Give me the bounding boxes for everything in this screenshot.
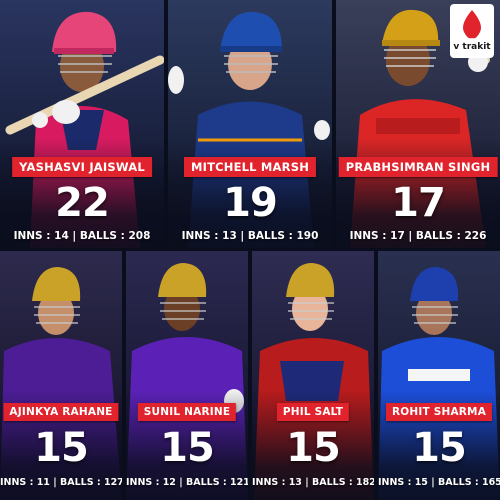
player-name: PHIL SALT xyxy=(276,403,350,421)
player-card: ROHIT SHARMA 15 INNS : 15 | BALLS : 165 xyxy=(378,251,500,500)
player-name: PRABHSIMRAN SINGH xyxy=(338,157,498,177)
card-fade xyxy=(0,138,164,248)
player-value: 17 xyxy=(391,180,446,226)
brand-name: v trakit xyxy=(453,42,491,52)
player-card: MITCHELL MARSH 19 INNS : 13 | BALLS : 19… xyxy=(168,0,332,248)
player-name: MITCHELL MARSH xyxy=(183,157,317,177)
player-value: 19 xyxy=(223,180,278,226)
player-name: YASHASVI JAISWAL xyxy=(12,157,152,177)
player-stats: INNS : 13 | BALLS : 182 xyxy=(252,477,374,488)
player-stats: INNS : 14 | BALLS : 208 xyxy=(13,230,151,242)
player-value: 15 xyxy=(160,425,215,471)
player-card: AJINKYA RAHANE 15 INNS : 11 | BALLS : 12… xyxy=(0,251,122,500)
card-fade xyxy=(336,138,500,248)
player-value: 15 xyxy=(286,425,341,471)
player-card: YASHASVI JAISWAL 22 INNS : 14 | BALLS : … xyxy=(0,0,164,248)
player-stats: INNS : 11 | BALLS : 127 xyxy=(0,477,122,488)
player-name: AJINKYA RAHANE xyxy=(3,403,119,421)
player-stats: INNS : 17 | BALLS : 226 xyxy=(349,230,487,242)
player-stats: INNS : 15 | BALLS : 165 xyxy=(378,477,500,488)
player-card: v trakit PRABHSIMRAN SINGH 17 INNS : 17 … xyxy=(336,0,500,248)
player-card: PHIL SALT 15 INNS : 13 | BALLS : 182 xyxy=(252,251,374,500)
player-stats: INNS : 12 | BALLS : 121 xyxy=(126,477,248,488)
player-value: 22 xyxy=(55,180,110,226)
brand-logo-icon xyxy=(450,4,494,58)
card-fade xyxy=(168,138,332,248)
player-stats: INNS : 13 | BALLS : 190 xyxy=(181,230,319,242)
player-name: SUNIL NARINE xyxy=(137,403,237,421)
brand-logo: v trakit xyxy=(450,4,494,58)
player-value: 15 xyxy=(412,425,467,471)
player-value: 15 xyxy=(34,425,89,471)
player-name: ROHIT SHARMA xyxy=(385,403,493,421)
player-card: SUNIL NARINE 15 INNS : 12 | BALLS : 121 xyxy=(126,251,248,500)
